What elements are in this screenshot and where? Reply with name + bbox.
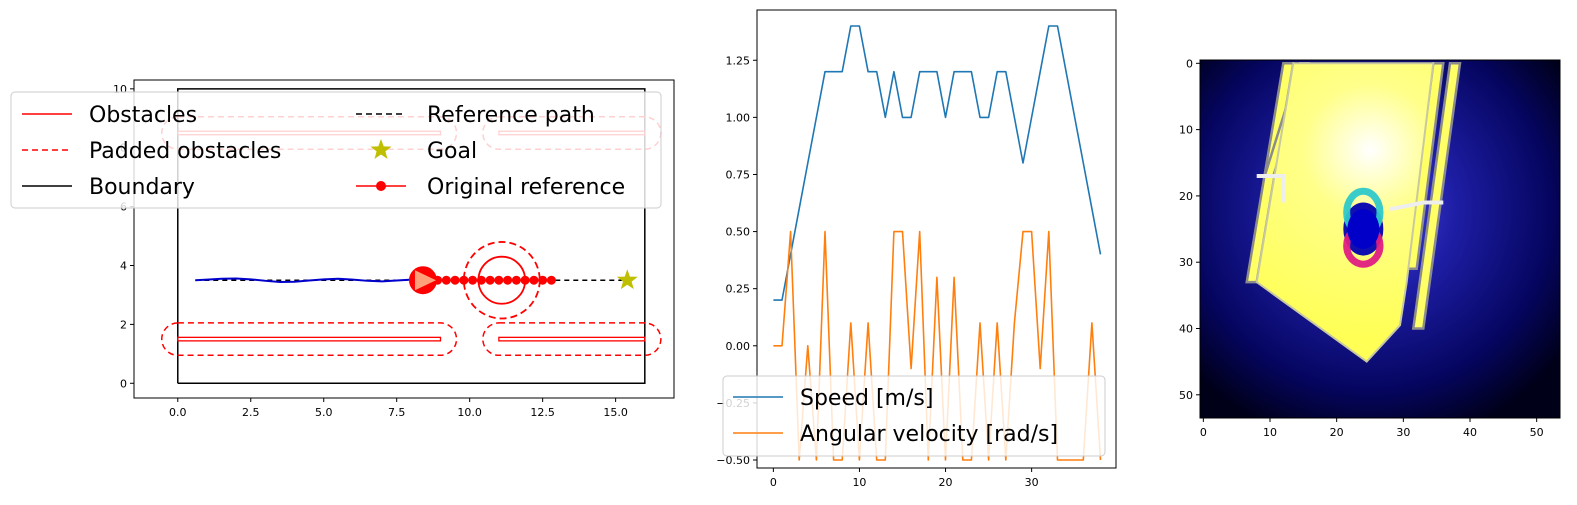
original-reference-point: [538, 275, 548, 285]
legend-goal-star: [370, 139, 392, 159]
map-legend-frame: [10, 91, 662, 209]
x-tick-label: 30: [1025, 476, 1039, 489]
robot-heading: [414, 270, 436, 291]
x-tick-label: 5.0: [315, 406, 333, 419]
goal-star: [616, 269, 638, 290]
x-tick-label: 40: [1463, 426, 1477, 439]
occupancy-axes-frame: [1199, 59, 1561, 419]
y-tick-label: 0: [1186, 57, 1193, 70]
occupancy-connector-left: [1256, 174, 1286, 203]
velocity-legend: Speed [m/s] Angular velocity [rad/s]: [722, 375, 1106, 457]
original-reference-point: [450, 275, 460, 285]
y-tick-label: 0.75: [726, 168, 751, 181]
y-tick-label: 4: [120, 260, 127, 273]
legend-speed-label: Speed [m/s]: [800, 386, 933, 411]
obstacle-1: [177, 336, 442, 342]
original-reference-point: [546, 275, 556, 285]
x-tick-label: 0: [1200, 426, 1207, 439]
x-tick-label: 50: [1530, 426, 1544, 439]
original-reference-point: [520, 275, 530, 285]
y-tick-label: 0.25: [726, 283, 751, 296]
x-tick-label: 30: [1396, 426, 1410, 439]
occupancy-panel: 0 10 20 30 40 50 0 10 20 30 40 50: [1179, 57, 1561, 439]
occupancy-connector-right: [1389, 200, 1444, 212]
original-reference-point: [485, 275, 495, 285]
x-tick-label: 20: [1330, 426, 1344, 439]
speed-series-line: [773, 25, 1102, 301]
y-tick-label: 1.00: [726, 111, 751, 124]
x-tick-label: 10: [1263, 426, 1277, 439]
legend-original-reference-label: Original reference: [427, 175, 625, 200]
original-reference-point: [511, 275, 521, 285]
original-reference-point: [476, 275, 486, 285]
map-axes-frame: [133, 79, 675, 399]
x-tick-label: 10: [852, 476, 866, 489]
y-tick-label: 20: [1179, 190, 1193, 203]
x-tick-label: 12.5: [530, 406, 555, 419]
map-legend: Obstacles Padded obstacles Boundary Refe…: [10, 91, 662, 209]
angular-velocity-series-line: [773, 230, 1102, 461]
occupancy-wall-4: [1411, 62, 1462, 330]
trajectory-line: [195, 277, 424, 283]
y-tick-label: 2: [120, 318, 127, 331]
x-tick-label: 20: [939, 476, 953, 489]
original-reference-point: [503, 275, 513, 285]
y-tick-label: −0.50: [716, 454, 750, 467]
x-tick-label: 2.5: [242, 406, 260, 419]
x-tick-label: 10.0: [457, 406, 482, 419]
legend-obstacles-label: Obstacles: [89, 103, 197, 128]
original-reference-point: [529, 275, 539, 285]
y-tick-label: 0: [120, 377, 127, 390]
x-tick-label: 0.0: [169, 406, 187, 419]
legend-original-reference-marker: [376, 181, 386, 191]
x-tick-label: 0: [770, 476, 777, 489]
x-tick-label: 7.5: [388, 406, 406, 419]
y-tick-label: 1.25: [726, 54, 751, 67]
legend-angular-velocity-label: Angular velocity [rad/s]: [800, 422, 1058, 447]
y-tick-label: 40: [1179, 323, 1193, 336]
legend-padded-obstacles-label: Padded obstacles: [89, 139, 281, 164]
original-reference-point: [441, 275, 451, 285]
y-tick-label: 10: [1179, 124, 1193, 137]
occupancy-robot-inner: [1347, 209, 1380, 249]
y-tick-label: 50: [1179, 389, 1193, 402]
legend-reference-path-label: Reference path: [427, 103, 595, 128]
velocity-legend-frame: [722, 375, 1106, 457]
padded-obstacle-2: [482, 322, 662, 357]
x-tick-label: 15.0: [603, 406, 628, 419]
obstacle-2: [498, 336, 646, 342]
original-reference-point: [468, 275, 478, 285]
legend-goal-label: Goal: [427, 139, 477, 164]
original-reference-point: [494, 275, 504, 285]
legend-boundary-label: Boundary: [89, 175, 195, 200]
velocity-axes-frame: [756, 9, 1117, 469]
original-reference-point: [459, 275, 469, 285]
padded-obstacle-1: [160, 322, 458, 357]
y-tick-label: 0.00: [726, 340, 751, 353]
y-tick-label: 30: [1179, 256, 1193, 269]
y-tick-label: 0.50: [726, 226, 751, 239]
